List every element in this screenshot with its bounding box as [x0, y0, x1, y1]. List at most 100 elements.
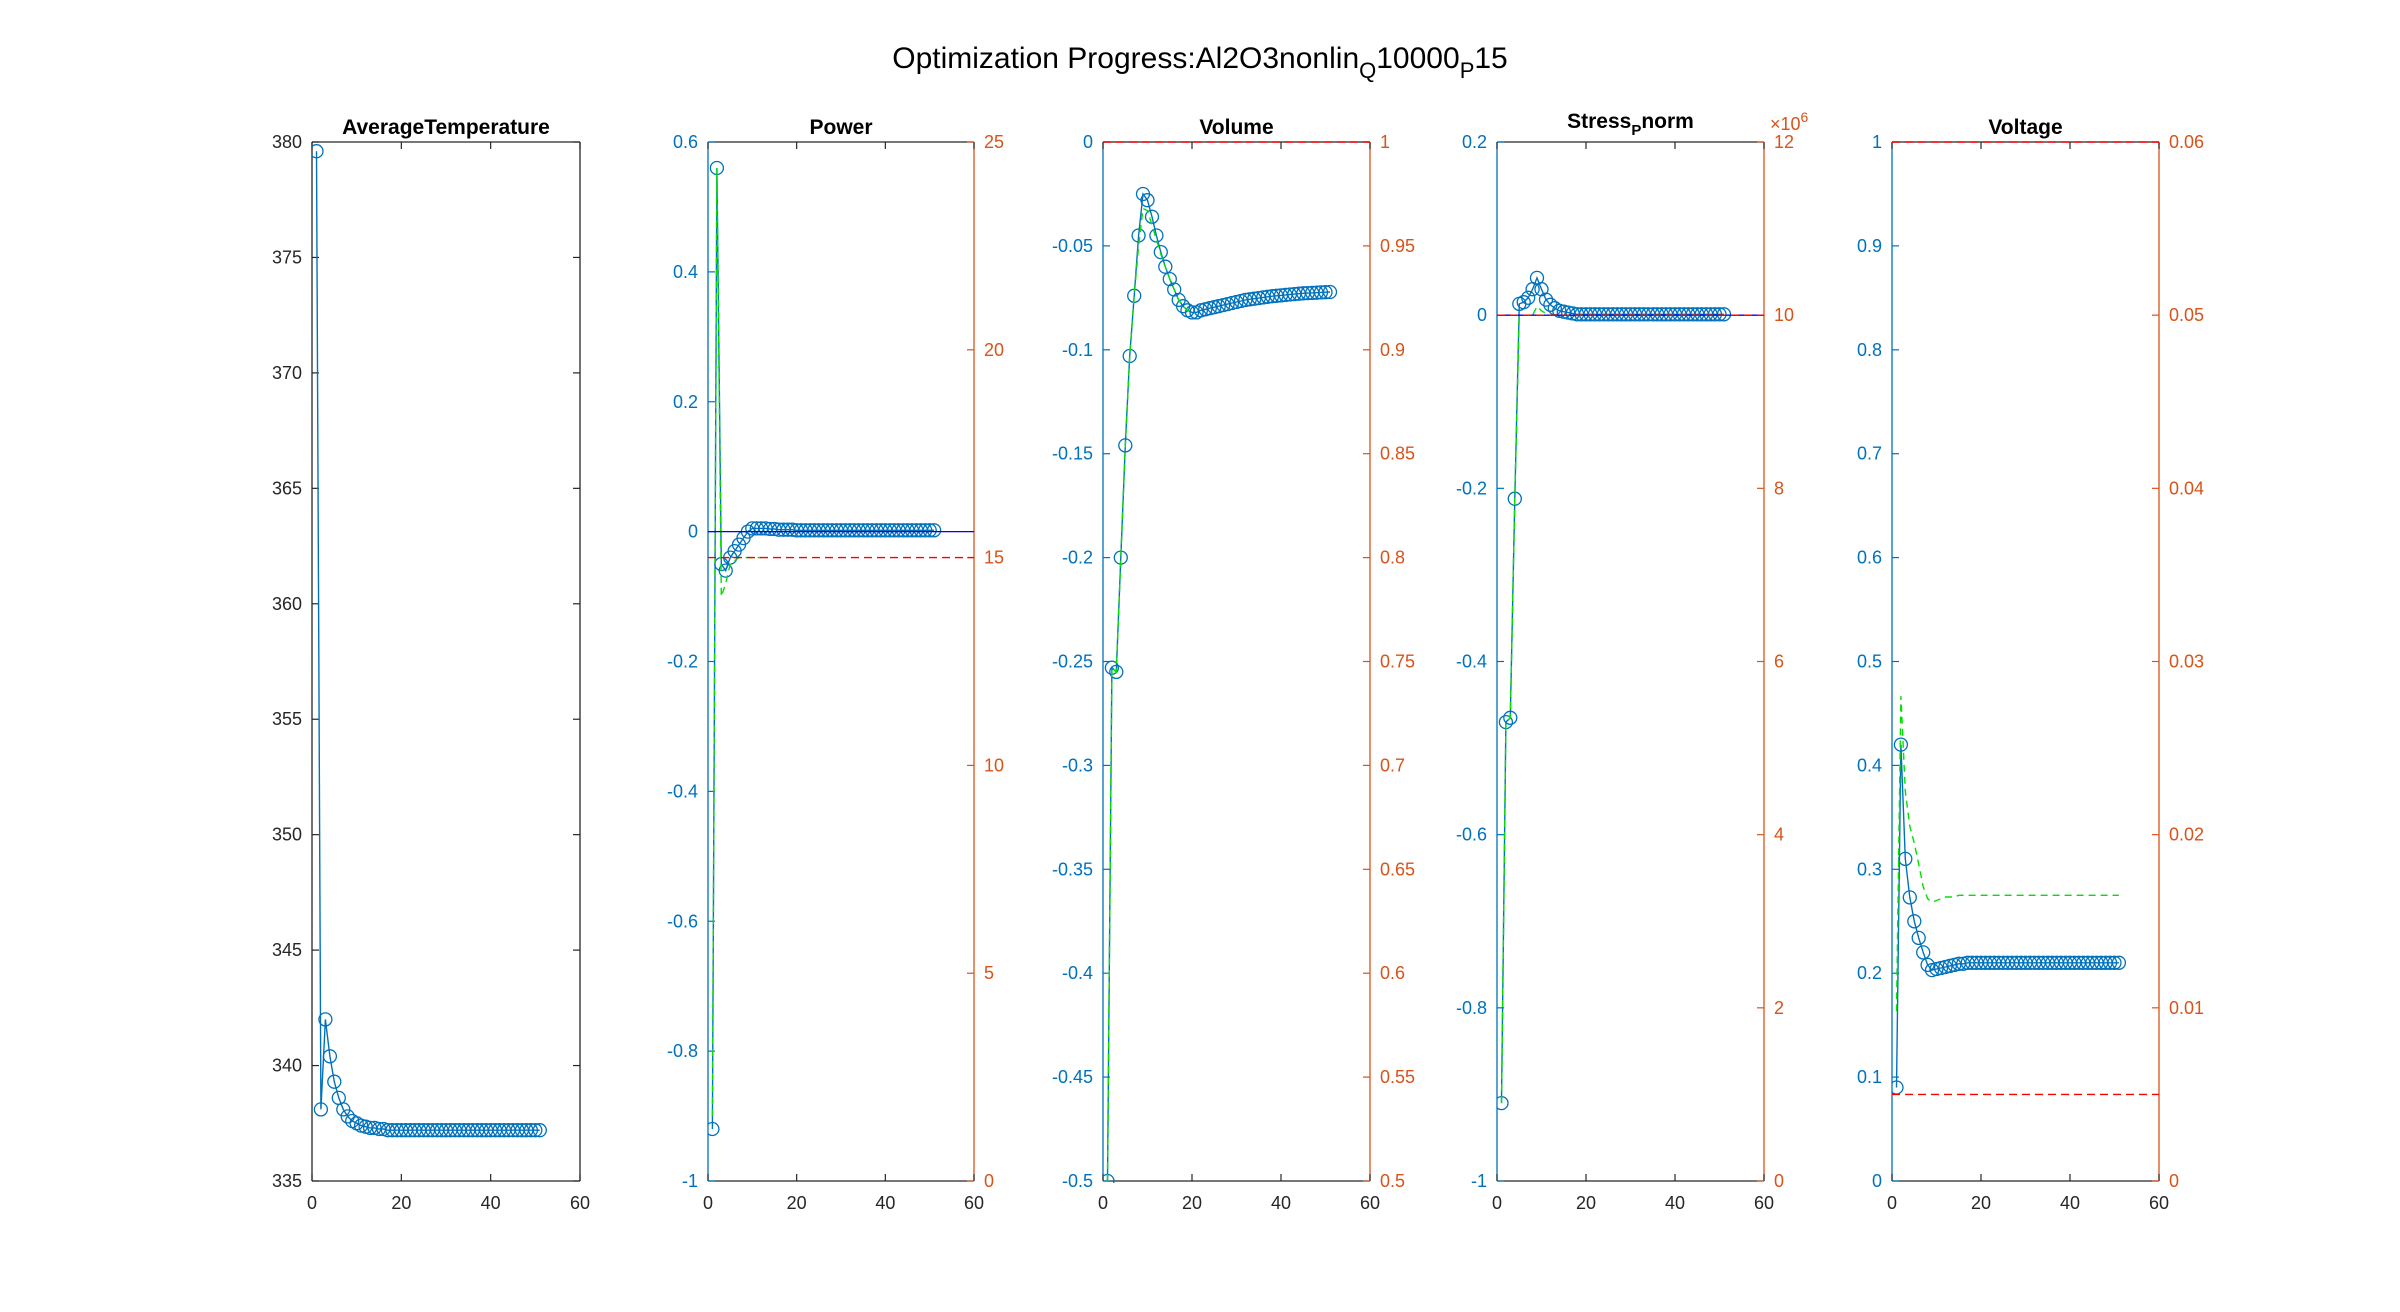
data-point: [1907, 914, 1922, 929]
y-tick-label-right: 2: [1774, 998, 1784, 1018]
y-tick-label-left: 375: [272, 247, 302, 267]
figure-title-end: 15: [1474, 42, 1507, 75]
data-point: [1318, 285, 1333, 300]
x-tick-label: 0: [307, 1193, 317, 1213]
data-point: [1902, 890, 1917, 905]
y-tick-label-left: 0.9: [1857, 236, 1882, 256]
subplot-title-text: AverageTemperature: [342, 116, 550, 139]
y-tick-label-right: 0.65: [1380, 859, 1415, 879]
y-tick-label-left: -0.8: [1456, 998, 1487, 1018]
y-tick-label-right: 4: [1774, 825, 1784, 845]
series-line: [711, 167, 935, 1130]
subplot-title-text: Voltage: [1988, 116, 2062, 139]
y-tick-label-left: 365: [272, 478, 302, 498]
subplot-title-text: Volume: [1199, 116, 1273, 139]
data-point: [1521, 290, 1536, 305]
data-point: [922, 523, 937, 538]
data-point: [1313, 285, 1329, 300]
subplot-1: 0 20 40 60 335 340 345 350 355 360 365 370 375 380 Ave…: [272, 116, 590, 1213]
y-tick-label-left: 0.4: [1857, 755, 1882, 775]
y-tick-label-left: -0.2: [667, 652, 698, 672]
data-point: [1893, 737, 1909, 752]
data-point: [1118, 438, 1133, 453]
data-point: [322, 1049, 338, 1064]
y-tick-label-left: 0: [1872, 1171, 1882, 1191]
data-point: [918, 523, 933, 538]
y-tick-label-left: 335: [272, 1171, 302, 1191]
data-point: [1322, 284, 1338, 300]
subplot-3: 0 20 40 60 -0.5 -0.45 -0.4 -0.35 -0.3 -0.25 -0.2 -0…: [1052, 116, 1415, 1213]
exponent-power: 6: [1801, 109, 1809, 125]
y-tick-label-left: 355: [272, 709, 302, 729]
data-point: [313, 1102, 329, 1117]
y-tick-label-right: 0.9: [1380, 340, 1405, 360]
subplot-title: Voltage: [1988, 116, 2062, 139]
data-point: [1109, 664, 1124, 680]
y-tick-label-left: -0.15: [1052, 444, 1093, 464]
data-point: [1184, 305, 1200, 320]
y-tick-label-right: 0: [984, 1171, 994, 1191]
y-tick-label-right: 1: [1380, 132, 1390, 152]
y-tick-label-right: 5: [984, 963, 994, 983]
data-point: [523, 1123, 539, 1138]
data-point: [2107, 955, 2122, 970]
x-tick-label: 40: [2060, 1193, 2080, 1213]
x-tick-label: 60: [2149, 1193, 2169, 1213]
data-point: [1153, 244, 1168, 260]
figure-title-sub2: P: [1460, 58, 1475, 83]
y-tick-label-right: 12: [1774, 132, 1794, 152]
subplot-title: Volume: [1199, 116, 1273, 139]
subplot-title: Power: [809, 116, 872, 139]
data-point: [2102, 955, 2118, 970]
y-tick-label-right: 0.55: [1380, 1067, 1415, 1087]
x-tick-label: 60: [964, 1193, 984, 1213]
y-tick-label-left: 1: [1872, 132, 1882, 152]
y-tick-label-left: 0.6: [1857, 548, 1882, 568]
y-tick-label-left: 0.7: [1857, 444, 1882, 464]
y-tick-label-left: -0.6: [667, 911, 698, 931]
y-tick-label-right: 10: [984, 755, 1004, 775]
data-point: [340, 1109, 355, 1124]
data-point: [528, 1123, 543, 1138]
exponent-base: ×10: [1770, 114, 1801, 134]
y-tick-label-left: -1: [1471, 1171, 1487, 1191]
y-tick-label-right: 0.06: [2169, 132, 2204, 152]
data-point: [1552, 303, 1567, 318]
data-point: [327, 1074, 342, 1089]
data-point: [1707, 307, 1723, 322]
y-tick-label-left: 0: [688, 522, 698, 542]
y-tick-label-right: 0.7: [1380, 755, 1405, 775]
y-tick-label-right: 6: [1774, 652, 1784, 672]
y-tick-label-left: -0.2: [1456, 478, 1487, 498]
series-line: [1500, 275, 1724, 1104]
data-point: [1503, 710, 1518, 725]
y-tick-label-right: 0.5: [1380, 1171, 1405, 1191]
series-green-dashed: [1895, 696, 2119, 1012]
y-tick-label-left: -0.8: [667, 1041, 698, 1061]
y-tick-label-right: 0.03: [2169, 652, 2204, 672]
subplot-data: [1103, 141, 1370, 1183]
y-tick-label-left: -0.4: [1062, 963, 1093, 983]
subplot-title: StressPnorm: [1567, 110, 1694, 139]
series-line: [1895, 744, 2119, 1088]
x-tick-label: 60: [570, 1193, 590, 1213]
y-tick-label-right: 0.01: [2169, 998, 2204, 1018]
y-tick-label-left: -0.5: [1062, 1171, 1093, 1191]
y-tick-label-right: 15: [984, 548, 1004, 568]
y-tick-label-left: 0: [1477, 305, 1487, 325]
y-tick-label-left: -0.2: [1062, 548, 1093, 568]
y-tick-label-left: -0.35: [1052, 859, 1093, 879]
y-tick-label-right: 0.04: [2169, 478, 2204, 498]
y-tick-label-left: 0.4: [673, 262, 698, 282]
x-tick-label: 0: [703, 1193, 713, 1213]
x-tick-label: 40: [1271, 1193, 1291, 1213]
series-line: [1106, 192, 1331, 1182]
y-tick-label-left: -0.25: [1052, 652, 1093, 672]
data-point: [1898, 851, 1913, 867]
data-point: [1716, 307, 1732, 322]
subplot-2: 0 20 40 60 -1 -0.8 -0.6 -0.4 -0.2 0 0.2 0.4 0.6 0 5 10 1…: [667, 116, 1004, 1213]
y-tick-label-left: 380: [272, 132, 302, 152]
y-tick-label-left: 350: [272, 825, 302, 845]
